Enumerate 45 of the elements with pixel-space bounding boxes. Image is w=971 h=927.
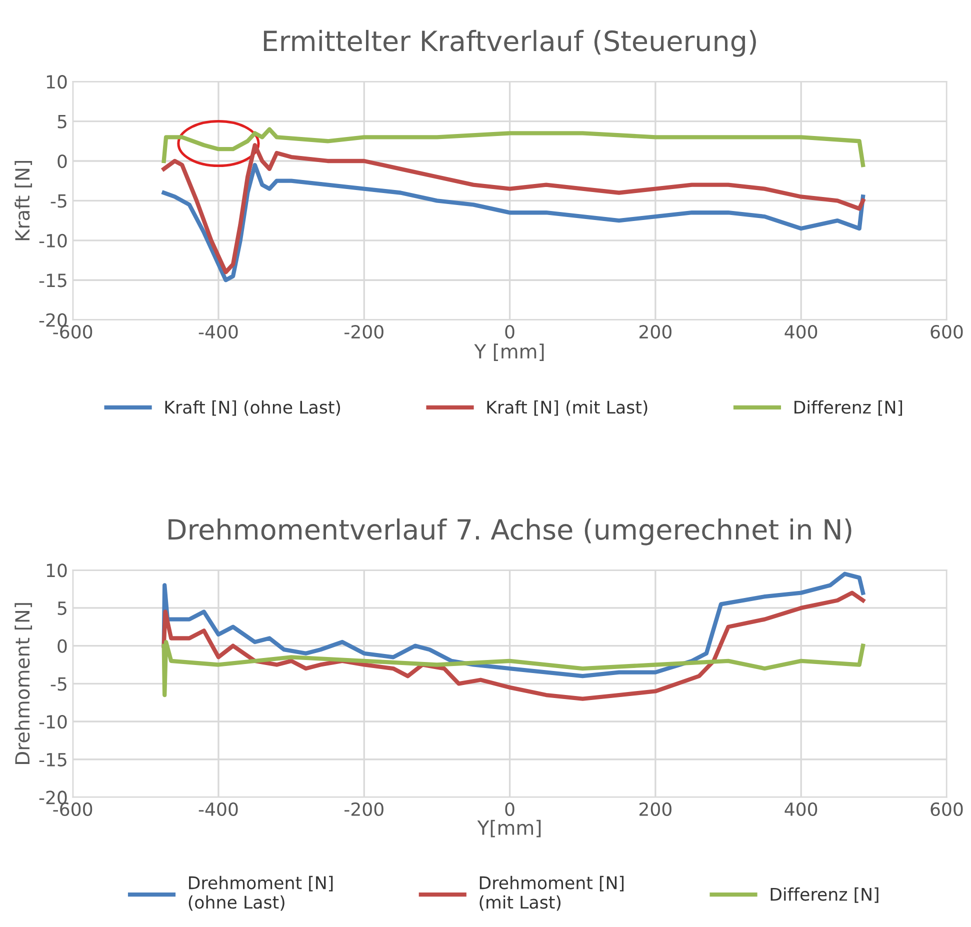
- legend-label: Differenz [N]: [770, 887, 878, 903]
- x-tick-label: -600: [53, 802, 92, 816]
- y-tick-label: 10: [46, 75, 67, 89]
- y-axis-title: Drehmoment [N]: [14, 603, 32, 764]
- y-tick-label: -5: [50, 677, 66, 691]
- x-tick-label: -200: [344, 802, 384, 816]
- y-tick-label: -10: [39, 714, 67, 729]
- y-tick-label: -10: [39, 234, 67, 248]
- y-tick-label: 5: [58, 114, 66, 128]
- line-series: [162, 162, 866, 282]
- y-tick-label: 0: [58, 639, 67, 653]
- y-tick-label: 10: [46, 564, 67, 578]
- x-tick-label: 0: [505, 802, 514, 816]
- legend-label: Differenz [N]: [794, 400, 902, 416]
- x-tick-label: 600: [930, 324, 963, 339]
- legend-label: Kraft [N] (mit Last): [487, 400, 648, 416]
- line-series: [162, 143, 866, 274]
- line-series: [162, 640, 866, 698]
- chart-title: Ermittelter Kraftverlauf (Steuerung): [264, 30, 756, 57]
- x-tick-label: 400: [784, 802, 818, 816]
- y-axis-title: Kraft [N]: [14, 161, 32, 240]
- x-axis-title: Y [mm]: [474, 344, 544, 361]
- y-tick-label: -20: [39, 313, 67, 327]
- legend-label: Kraft [N] (ohne Last): [165, 400, 340, 416]
- x-tick-label: -400: [198, 802, 238, 816]
- x-axis-title: Y[mm]: [477, 820, 541, 838]
- y-tick-label: -20: [39, 790, 67, 804]
- chart-title: Drehmomentverlauf 7. Achse (umgerechnet in N): [168, 518, 852, 546]
- x-tick-label: 600: [930, 802, 963, 816]
- y-tick-label: -5: [50, 194, 66, 208]
- y-tick-label: -15: [39, 274, 66, 288]
- x-tick-label: -600: [53, 324, 92, 339]
- y-tick-label: 5: [58, 602, 66, 616]
- x-tick-label: 200: [640, 324, 672, 339]
- x-tick-label: -400: [198, 324, 238, 339]
- x-tick-label: -200: [344, 324, 384, 339]
- x-tick-label: 0: [505, 324, 514, 339]
- x-tick-label: 200: [640, 802, 672, 816]
- x-tick-label: 400: [784, 324, 818, 339]
- legend-label: Drehmoment [N] (ohne Last): [188, 876, 333, 911]
- line-series: [162, 590, 866, 701]
- line-series: [162, 127, 866, 168]
- legend-label: Drehmoment [N] (mit Last): [480, 876, 624, 911]
- y-tick-label: 0: [58, 154, 67, 168]
- y-tick-label: -15: [39, 753, 66, 766]
